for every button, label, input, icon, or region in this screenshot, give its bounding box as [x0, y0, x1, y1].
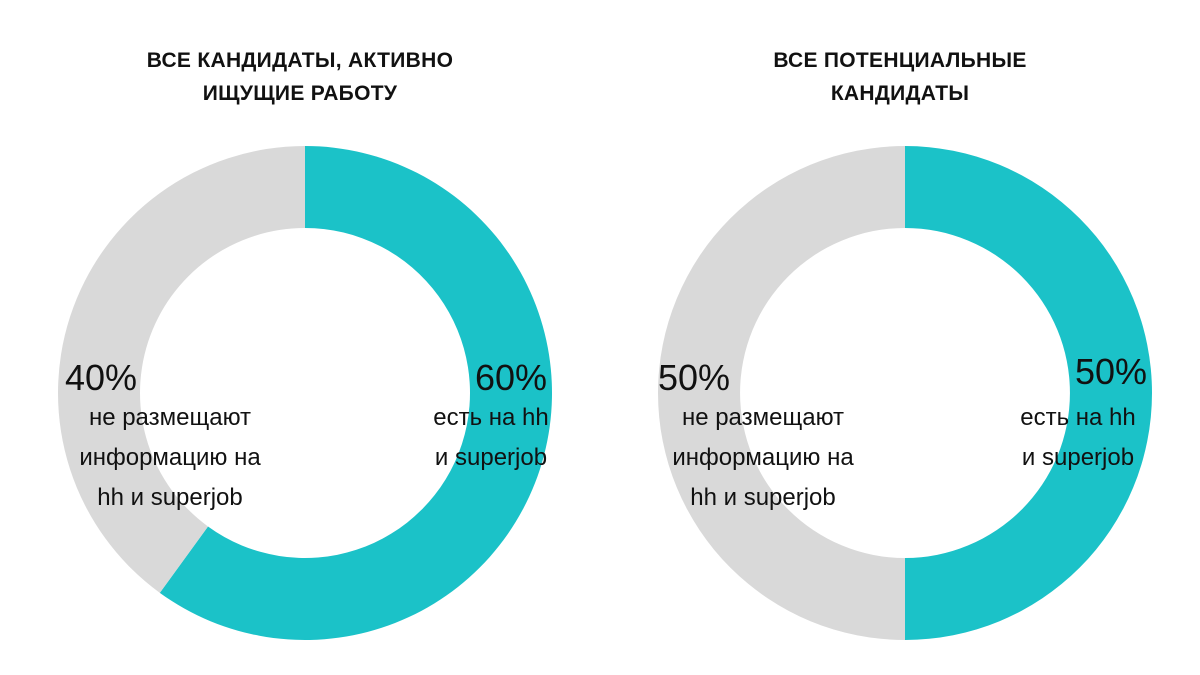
- description-line: и superjob: [434, 444, 548, 471]
- description-line: не размещают: [88, 404, 252, 431]
- description-line: не размещают: [681, 404, 845, 431]
- chart-title-line-2: КАНДИДАТЫ: [830, 82, 970, 105]
- slice-description-on-hh: есть на hh и superjob: [993, 398, 1163, 478]
- description-line: есть на hh: [433, 404, 549, 431]
- chart-title-line-2: ИЩУЩИЕ РАБОТУ: [202, 82, 398, 105]
- description-line: и superjob: [1021, 444, 1135, 471]
- slice-percent-on-hh: 60%: [474, 357, 548, 398]
- chart-title-line-1: ВСЕ КАНДИДАТЫ, АКТИВНО: [146, 49, 454, 72]
- slice-percent-not-posting: 40%: [64, 357, 138, 398]
- chart-title-line-1: ВСЕ ПОТЕНЦИАЛЬНЫЕ: [773, 49, 1027, 72]
- slice-on-hh-superjob: [905, 146, 1152, 640]
- donut-svg: [57, 146, 552, 640]
- donut-chart-active-candidates: ВСЕ КАНДИДАТЫ, АКТИВНО ИЩУЩИЕ РАБОТУ 60%…: [0, 44, 600, 640]
- chart-title: ВСЕ КАНДИДАТЫ, АКТИВНО ИЩУЩИЕ РАБОТУ: [0, 44, 600, 110]
- donut-chart-potential-candidates: ВСЕ ПОТЕНЦИАЛЬНЫЕ КАНДИДАТЫ 50% есть на …: [600, 0, 1200, 675]
- description-line: hh и superjob: [690, 484, 836, 511]
- description-line: есть на hh: [1020, 404, 1136, 431]
- description-line: hh и superjob: [97, 484, 243, 511]
- description-line: информацию на: [79, 444, 261, 471]
- slice-description-not-posting: не размещают информацию на hh и superjob: [50, 398, 290, 518]
- description-line: информацию на: [672, 444, 854, 471]
- slice-percent-not-posting: 50%: [657, 357, 731, 398]
- slice-on-hh-superjob: [159, 146, 552, 640]
- slice-not-posting: [57, 146, 306, 593]
- slice-description-not-posting: не размещают информацию на hh и superjob: [643, 398, 883, 518]
- chart-title: ВСЕ ПОТЕНЦИАЛЬНЫЕ КАНДИДАТЫ: [600, 44, 1200, 110]
- slice-description-on-hh: есть на hh и superjob: [406, 398, 576, 478]
- donut-svg: [658, 146, 1152, 640]
- slice-not-posting: [658, 146, 905, 640]
- slice-percent-on-hh: 50%: [1074, 351, 1148, 392]
